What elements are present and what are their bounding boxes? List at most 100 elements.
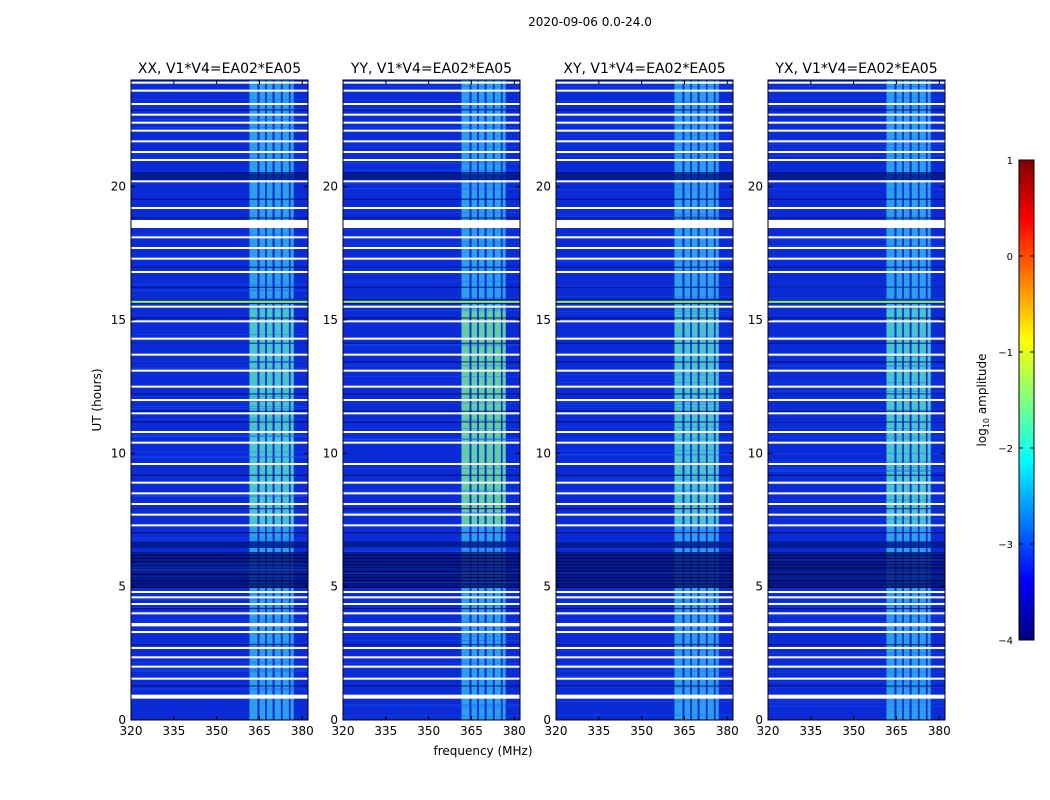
texture-row (131, 632, 308, 634)
texture-row (343, 281, 520, 282)
flagged-row (343, 612, 520, 615)
flagged-row (556, 353, 733, 356)
y-tick-label: 0 (330, 713, 338, 727)
flagged-row (768, 353, 945, 356)
flagged-row (768, 624, 945, 627)
dark-row-line (131, 570, 308, 572)
rfi-spike-row (131, 300, 308, 303)
y-tick-label: 5 (755, 580, 763, 594)
texture-row (556, 438, 733, 440)
texture-row (343, 108, 520, 110)
texture-row (768, 466, 945, 468)
x-tick-label: 365 (885, 724, 908, 738)
texture-row (556, 548, 733, 550)
y-axis-ticks: 0 5 10 15 20 (748, 180, 945, 727)
flagged-row (768, 412, 945, 415)
flagged-row (768, 631, 945, 633)
flagged-row (131, 677, 308, 680)
texture-row (131, 118, 308, 120)
dark-row-line (131, 317, 308, 319)
texture-row (343, 345, 520, 346)
y-tick-label: 5 (118, 580, 126, 594)
texture-row (768, 155, 945, 157)
texture-row (556, 261, 733, 262)
flagged-band (131, 694, 308, 699)
texture-row (343, 183, 520, 185)
texture-row (768, 139, 945, 140)
flagged-row (131, 305, 308, 308)
texture-row (556, 124, 733, 126)
flagged-row (343, 503, 520, 505)
flagged-row (768, 385, 945, 388)
flagged-row (556, 603, 733, 605)
flagged-row (343, 624, 520, 627)
panel-title: YY, V1*V4=EA02*EA05 (350, 61, 512, 77)
flagged-band (556, 694, 733, 699)
flagged-row (768, 159, 945, 161)
dark-row-line (556, 286, 733, 288)
flagged-row (556, 656, 733, 659)
flagged-row (343, 129, 520, 132)
flagged-row (343, 140, 520, 143)
dark-row-line (556, 685, 733, 687)
flagged-row (556, 647, 733, 649)
texture-row (131, 508, 308, 510)
colorbar-tick-label: 0 (1007, 252, 1013, 263)
rfi-spike-row (343, 300, 520, 303)
texture-row (768, 508, 945, 510)
texture-row (343, 468, 520, 469)
rfi-band-bright-segment (674, 309, 683, 526)
flagged-row (768, 369, 945, 372)
dark-row-line (343, 554, 520, 556)
flagged-row (131, 113, 308, 116)
texture-row (131, 290, 308, 291)
panel-frame (555, 79, 734, 721)
dark-row-line (768, 474, 945, 476)
texture-row (556, 572, 733, 574)
figure-suptitle: 2020-09-06 0.0-24.0 (528, 15, 652, 29)
colorbar-tick-label: 1 (1007, 156, 1013, 167)
flagged-row (343, 431, 520, 433)
texture-row (131, 234, 308, 236)
dark-row-line (343, 557, 520, 559)
texture-row (131, 334, 308, 335)
dark-row-line (343, 361, 520, 363)
flagged-row (556, 113, 733, 116)
x-tick-label: 365 (673, 724, 696, 738)
flagged-row (556, 591, 733, 593)
flagged-row (343, 463, 520, 465)
rfi-band-bright-segment (494, 309, 501, 526)
flagged-row (131, 503, 308, 505)
texture-row (768, 239, 945, 241)
flagged-row (768, 151, 945, 153)
flagged-row (131, 524, 308, 527)
colorbar-tick-label: −2 (998, 444, 1013, 455)
texture-row (556, 139, 733, 141)
texture-row (768, 681, 945, 683)
flagged-row (556, 257, 733, 260)
texture-row (768, 245, 945, 247)
dark-row-line (768, 573, 945, 575)
flagged-row (768, 503, 945, 505)
dark-row-line (131, 172, 308, 174)
texture-row (343, 169, 520, 171)
flagged-row (343, 369, 520, 372)
x-tick-label: 380 (291, 724, 314, 738)
dark-row-line (343, 577, 520, 579)
colorbar-label-sub: 10 (982, 418, 991, 428)
dark-row-line (343, 570, 520, 572)
texture-row (343, 626, 520, 628)
texture-row (343, 572, 520, 574)
texture-row (343, 212, 520, 214)
y-tick-label: 15 (748, 313, 763, 327)
x-tick-label: 350 (630, 724, 653, 738)
dark-row-line (768, 567, 945, 569)
x-axis-ticks: 320 335 350 365 380 (332, 80, 526, 738)
texture-row (343, 267, 520, 269)
flagged-row (556, 103, 733, 105)
flagged-row (768, 463, 945, 465)
dark-row-line (343, 198, 520, 200)
flagged-row (131, 623, 308, 625)
rfi-band-bright-segment (266, 309, 273, 526)
dark-row-line (131, 573, 308, 575)
